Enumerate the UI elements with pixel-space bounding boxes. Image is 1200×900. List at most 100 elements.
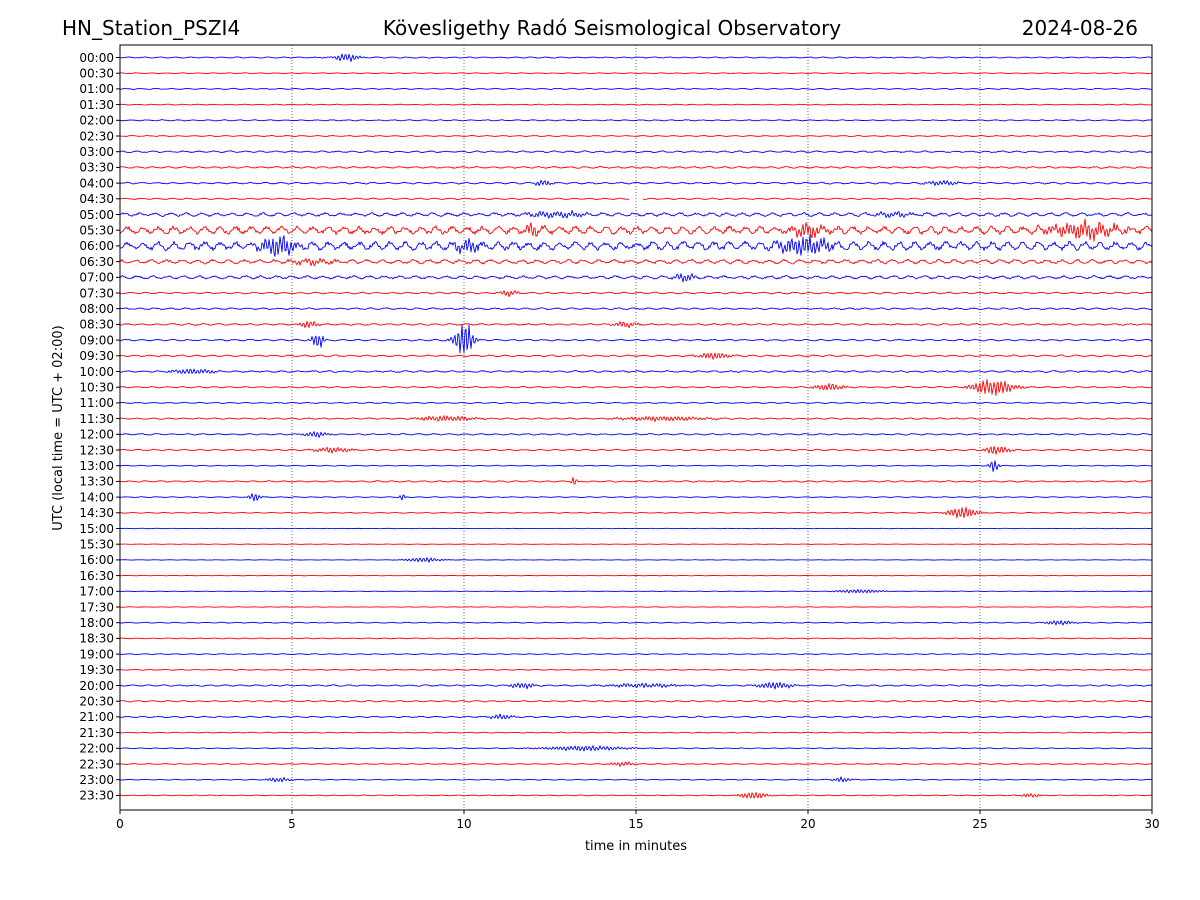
y-tick-label: 14:30	[79, 506, 114, 520]
y-tick-label: 12:30	[79, 443, 114, 457]
trace-row-1930	[119, 668, 1153, 671]
y-tick-label: 16:30	[79, 569, 114, 583]
trace-row-0530	[119, 218, 1153, 242]
trace-row-2000	[119, 681, 1153, 690]
x-tick-label: 15	[628, 817, 643, 831]
trace-row-0300	[119, 150, 1153, 154]
chart-date: 2024-08-26	[1022, 16, 1138, 40]
y-tick-label: 01:00	[79, 82, 114, 96]
y-tick-label: 10:00	[79, 365, 114, 379]
y-tick-label: 09:30	[79, 349, 114, 363]
y-tick-label: 03:30	[79, 161, 114, 175]
y-tick-label: 22:30	[79, 757, 114, 771]
trace-row-2300	[119, 776, 1153, 783]
y-tick-label: 23:00	[79, 773, 114, 787]
trace-row-0500	[119, 210, 1153, 219]
y-tick-label: 03:00	[79, 145, 114, 159]
y-tick-label: 08:30	[79, 318, 114, 332]
trace-row-1000	[119, 368, 1153, 374]
trace-row-1330	[119, 477, 1153, 485]
y-tick-label: 19:30	[79, 663, 114, 677]
trace-row-0830	[119, 321, 1153, 329]
trace-row-1130	[119, 415, 1153, 422]
y-tick-label: 15:00	[79, 522, 114, 536]
y-tick-label: 07:00	[79, 271, 114, 285]
y-tick-label: 01:30	[79, 98, 114, 112]
trace-row-2200	[119, 745, 1153, 752]
y-tick-label: 22:00	[79, 742, 114, 756]
trace-row-1430	[119, 506, 1153, 519]
trace-row-0200	[119, 119, 1153, 122]
trace-row-1030	[119, 379, 1153, 397]
trace-row-1300	[119, 460, 1153, 472]
trace-row-2230	[120, 761, 1153, 767]
x-tick-label: 20	[800, 817, 815, 831]
seismogram-traces	[119, 53, 1153, 799]
trace-row-0230	[119, 135, 1153, 138]
trace-row-0100	[119, 87, 1153, 90]
y-tick-label: 00:00	[79, 51, 114, 65]
y-tick-label: 02:30	[79, 129, 114, 143]
trace-row-0130	[119, 103, 1153, 106]
y-tick-label: 17:30	[79, 600, 114, 614]
y-tick-label: 21:30	[79, 726, 114, 740]
y-tick-label: 05:00	[79, 208, 114, 222]
trace-row-0430	[119, 197, 1153, 201]
y-tick-label: 21:00	[79, 710, 114, 724]
x-tick-label: 10	[456, 817, 471, 831]
y-tick-label: 13:00	[79, 459, 114, 473]
x-tick-label: 5	[288, 817, 296, 831]
trace-row-2130	[119, 731, 1153, 734]
y-tick-label: 18:30	[79, 632, 114, 646]
trace-row-1830	[119, 637, 1153, 640]
trace-row-2100	[119, 713, 1153, 720]
y-tick-label: 08:00	[79, 302, 114, 316]
trace-row-0400	[119, 179, 1153, 186]
y-tick-label: 10:30	[79, 381, 114, 395]
trace-row-2330	[119, 792, 1153, 799]
y-tick-label: 14:00	[79, 490, 114, 504]
y-axis-label: UTC (local time = UTC + 02:00)	[51, 325, 66, 530]
trace-row-0700	[119, 273, 1153, 283]
trace-row-0900	[119, 324, 1153, 354]
x-ticks: 0 5 10 15 20 25 30	[116, 810, 1160, 831]
trace-row-0000	[119, 53, 1152, 63]
trace-row-0030	[119, 72, 1153, 75]
x-tick-label: 25	[972, 817, 987, 831]
x-tick-label: 30	[1144, 817, 1159, 831]
y-tick-label: 09:00	[79, 333, 114, 347]
y-tick-label: 18:00	[79, 616, 114, 630]
y-tick-label: 17:00	[79, 585, 114, 599]
y-tick-label: 07:30	[79, 286, 114, 300]
y-tick-label: 11:30	[79, 412, 114, 426]
trace-row-0730	[119, 290, 1153, 298]
plot-frame	[119, 44, 1153, 811]
y-tick-label: 23:30	[79, 789, 114, 803]
trace-row-2030	[119, 699, 1153, 703]
station-name: HN_Station_PSZI4	[62, 16, 240, 40]
y-tick-label: 02:00	[79, 114, 114, 128]
y-tick-label: 11:00	[79, 396, 114, 410]
trace-row-0330	[119, 166, 1153, 169]
y-tick-label: 04:00	[79, 176, 114, 190]
trace-row-1800	[119, 620, 1153, 626]
y-tick-label: 04:30	[79, 192, 114, 206]
y-tick-label: 12:00	[79, 428, 114, 442]
trace-row-1230	[119, 445, 1153, 455]
trace-row-1100	[119, 401, 1153, 404]
trace-row-0930	[119, 352, 1153, 360]
trace-row-0600	[119, 234, 1153, 257]
y-tick-label: 06:00	[79, 239, 114, 253]
trace-row-0800	[119, 307, 1153, 311]
x-axis-label: time in minutes	[585, 839, 687, 854]
x-tick-label: 0	[116, 817, 124, 831]
y-tick-label: 13:30	[79, 475, 114, 489]
chart-title: Kövesligethy Radó Seismological Observat…	[383, 16, 841, 40]
y-tick-label: 00:30	[79, 67, 114, 81]
y-tick-label: 20:30	[79, 695, 114, 709]
trace-row-1600	[119, 557, 1153, 563]
y-tick-label: 05:30	[79, 224, 114, 238]
trace-row-1400	[119, 493, 1153, 502]
